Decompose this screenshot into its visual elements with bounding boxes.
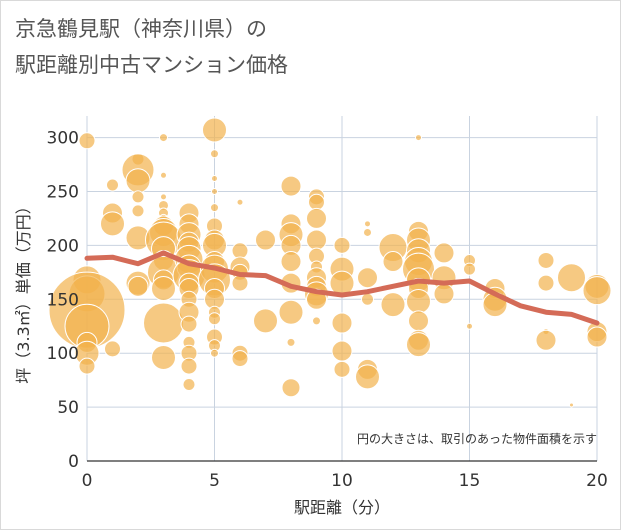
bubble-point [357, 267, 378, 289]
bubble-point [331, 340, 353, 362]
x-tick-label: 15 [459, 471, 481, 491]
bubble-point [100, 211, 125, 237]
bubble-point [463, 262, 476, 276]
bubble-point [231, 242, 249, 260]
bubble-point [569, 402, 574, 408]
bubble-series [48, 117, 612, 408]
bubble-point [535, 329, 557, 351]
bubble-point [306, 229, 327, 251]
bubble-point [231, 350, 249, 368]
bubble-point [208, 312, 221, 326]
y-axis-label: 坪（3.3㎡）単価（万円） [14, 198, 33, 383]
bubble-point [582, 276, 612, 306]
bubble-point [361, 292, 374, 306]
bubble-point [78, 357, 96, 375]
bubble-point [286, 337, 296, 347]
bubble-point [433, 283, 455, 305]
x-tick-label: 0 [82, 471, 93, 491]
bubble-point [127, 275, 149, 297]
bubble-point [280, 251, 302, 273]
bubble-point [253, 308, 278, 334]
size-note: 円の大きさは、取引のあった物件面積を示す [357, 431, 597, 446]
x-tick-label: 5 [209, 471, 220, 491]
bubble-point [210, 348, 219, 358]
bubble-point [312, 316, 321, 326]
bubble-point [131, 190, 145, 204]
bubble-point [159, 133, 168, 143]
bubble-point [104, 340, 121, 358]
bubble-point [231, 274, 249, 292]
bubble-point [151, 345, 176, 370]
x-axis-label: 駅距離（分） [294, 498, 390, 517]
bubble-point [125, 168, 151, 194]
bubble-point [433, 242, 455, 264]
bubble-point [151, 276, 176, 301]
bubble-point [236, 198, 244, 206]
bubble-point [180, 315, 198, 333]
bubble-point [202, 117, 227, 143]
bubble-point [380, 292, 406, 318]
bubble-point [211, 187, 218, 195]
bubble-point [308, 193, 325, 211]
bubble-point [586, 326, 608, 348]
x-tick-label: 20 [586, 471, 608, 491]
bubble-point [331, 312, 353, 334]
bubble-point [210, 203, 219, 213]
bubble-point [280, 175, 302, 197]
bubble-point [363, 227, 372, 237]
trend-line [84, 250, 600, 326]
bubble-point [364, 220, 371, 228]
bubble-point [78, 132, 96, 150]
bubble-point [466, 322, 473, 330]
bubble-point [306, 207, 327, 229]
bubble-point [537, 251, 555, 269]
bubble-point [180, 357, 198, 375]
bubble-point [406, 332, 431, 358]
axes: 0 50 100 150 200 250 300 0 5 10 15 20 [47, 129, 608, 491]
bubble-point [537, 274, 555, 292]
bubble-point [333, 236, 351, 254]
bubble-point [106, 178, 119, 192]
bubble-point [408, 310, 429, 332]
y-tick-label: 50 [57, 398, 79, 418]
chart-title-line-2: 駅距離別中古マンション価格 [15, 53, 288, 77]
y-tick-label: 150 [47, 290, 79, 310]
bubble-point [160, 193, 167, 201]
y-tick-label: 250 [47, 182, 79, 202]
bubble-point [415, 134, 422, 142]
bubble-point [281, 378, 301, 398]
y-tick-label: 0 [68, 452, 79, 472]
bubble-point [182, 377, 196, 391]
chart-title: 京急鶴見駅（神奈川県）の 駅距離別中古マンション価格 [15, 11, 288, 83]
bubble-point [355, 364, 380, 390]
bubble-point [143, 302, 184, 344]
bubble-point [255, 229, 276, 251]
y-tick-label: 300 [47, 129, 79, 149]
chart-title-line-1: 京急鶴見駅（神奈川県）の [15, 17, 267, 41]
y-tick-label: 100 [47, 344, 79, 364]
y-tick-label: 200 [47, 236, 79, 256]
bubble-point [160, 171, 167, 179]
bubble-point [557, 263, 586, 293]
bubble-point [382, 251, 404, 273]
bubble-point [131, 204, 145, 218]
bubble-point [333, 360, 351, 378]
bubble-point [406, 288, 431, 314]
trend-line-series [84, 250, 600, 326]
bubble-point [211, 175, 218, 183]
bubble-point [278, 299, 304, 325]
x-tick-label: 10 [331, 471, 353, 491]
bubble-point [210, 149, 219, 159]
